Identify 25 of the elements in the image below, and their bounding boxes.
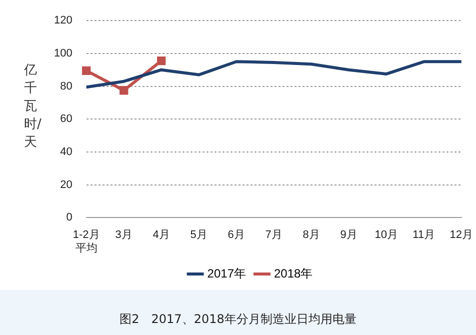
point xyxy=(120,86,128,95)
x-tick-label: 10月 xyxy=(374,229,398,242)
x-tick-label: 9月 xyxy=(340,229,358,242)
legend-label: 2017年 xyxy=(207,266,246,280)
y-tick-label: 0 xyxy=(66,212,72,224)
x-tick-label: 5月 xyxy=(190,229,208,242)
x-tick-label: 1-2月平均 xyxy=(72,229,100,254)
legend-label: 2018年 xyxy=(274,266,313,280)
point xyxy=(82,66,91,75)
y-axis-title: 亿千瓦时/天 xyxy=(24,62,42,152)
text: 图2 2017、2018年分月制造业日均用电量 xyxy=(0,290,476,335)
x-tick-label: 3月 xyxy=(115,229,132,242)
y-tick-label: 100 xyxy=(54,47,72,60)
y-tick-label: 40 xyxy=(60,146,72,158)
y-tick-label: 80 xyxy=(60,80,72,92)
x-tick-label: 8月 xyxy=(302,229,320,242)
point xyxy=(157,56,166,66)
y-tick-label: 120 xyxy=(54,14,72,27)
y-tick-label: 20 xyxy=(60,178,72,191)
x-tick-label: 6月 xyxy=(228,229,245,242)
x-tick-label: 12月 xyxy=(450,229,474,242)
y-tick-label: 60 xyxy=(60,113,72,126)
x-tick-label: 4月 xyxy=(152,229,170,242)
x-tick-label: 7月 xyxy=(265,229,282,242)
x-tick-label: 11月 xyxy=(412,229,436,242)
